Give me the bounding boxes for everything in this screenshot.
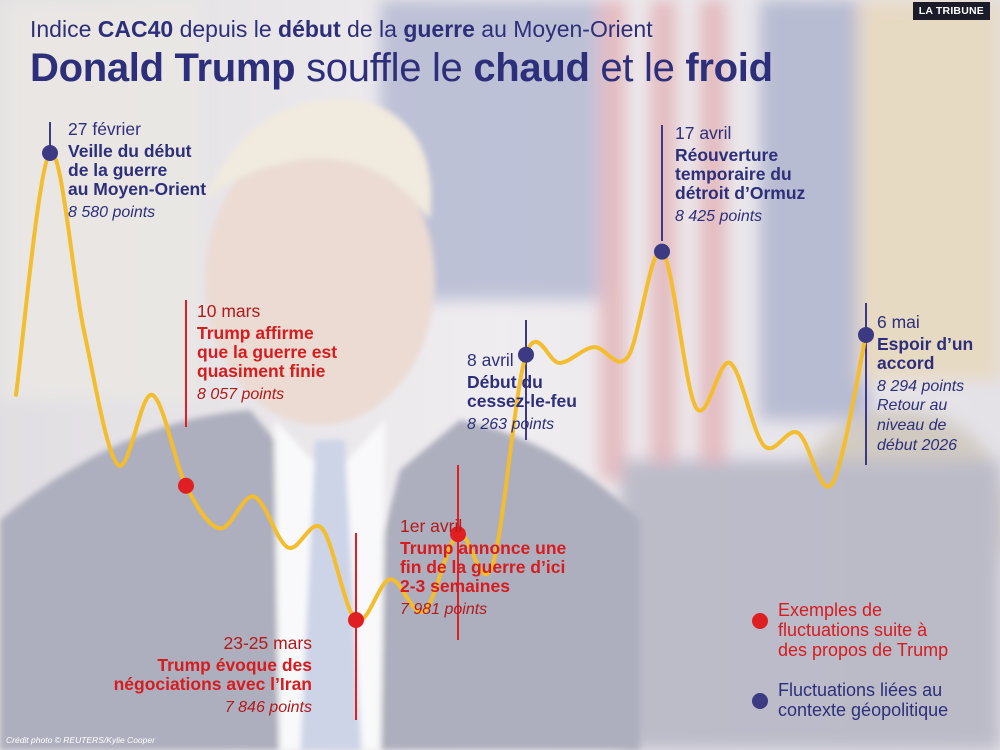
data-point-marker bbox=[518, 346, 534, 363]
annotation-date: 23-25 mars bbox=[223, 633, 312, 653]
chart-subtitle: Indice CAC40 depuis le début de la guerr… bbox=[30, 16, 653, 42]
annotation-label: que la guerre est bbox=[197, 342, 338, 362]
annotation-points: 7 846 points bbox=[224, 699, 312, 716]
chart-title: Donald Trump souffle le chaud et le froi… bbox=[30, 46, 773, 90]
data-point-marker bbox=[450, 526, 466, 543]
legend-item-trump: Exemples de fluctuations suite à des pro… bbox=[752, 600, 948, 660]
annotation-date: 6 mai bbox=[877, 312, 920, 332]
annotation-label: détroit d’Ormuz bbox=[675, 183, 806, 203]
annotation-note: niveau de bbox=[877, 417, 947, 434]
annotation-note: début 2026 bbox=[877, 437, 958, 454]
legend-text: Exemples de fluctuations suite à des pro… bbox=[778, 600, 948, 660]
annotation-label: accord bbox=[877, 353, 935, 373]
data-point-marker bbox=[348, 612, 364, 628]
legend-line: contexte géopolitique bbox=[778, 700, 949, 720]
data-point-marker bbox=[654, 243, 670, 260]
annotation-label: négociations avec l’Iran bbox=[113, 674, 312, 694]
series-line bbox=[14, 150, 868, 623]
annotation-points: 8 425 points bbox=[675, 208, 763, 225]
annotation-points: 8 263 points bbox=[467, 416, 555, 433]
annotation-23-25-mars: 23-25 mars Trump évoque des négociations… bbox=[114, 634, 312, 717]
annotation-label: cessez-le-feu bbox=[467, 391, 577, 411]
legend-text: Fluctuations liées au contexte géopoliti… bbox=[778, 680, 948, 720]
annotation-note: Retour au bbox=[877, 397, 948, 414]
annotation-label: Veille du début bbox=[68, 141, 192, 161]
data-point-marker bbox=[178, 477, 194, 494]
legend-line: Fluctuations liées au bbox=[778, 680, 943, 700]
annotation-label: Trump annonce une bbox=[400, 538, 567, 558]
annotation-points: 8 057 points bbox=[197, 386, 285, 403]
data-point-marker bbox=[858, 326, 874, 343]
annotation-date: 10 mars bbox=[197, 301, 261, 321]
annotation-label: Trump évoque des bbox=[157, 655, 312, 675]
annotation-label: Trump affirme bbox=[197, 323, 314, 343]
annotation-17-avril: 17 avril Réouverture temporaire du détro… bbox=[675, 124, 805, 226]
annotation-10-mars: 10 mars Trump affirme que la guerre est … bbox=[197, 302, 337, 404]
annotation-label: Début du bbox=[467, 372, 543, 392]
annotation-date: 1er avril bbox=[400, 516, 463, 536]
annotation-6-mai: 6 mai Espoir d’un accord 8 294 points Re… bbox=[877, 313, 973, 456]
legend-item-geopolitique: Fluctuations liées au contexte géopoliti… bbox=[752, 680, 948, 720]
annotation-label: fin de la guerre d’ici bbox=[400, 557, 566, 577]
annotation-points: 7 981 points bbox=[400, 601, 488, 618]
brand-logo: LA TRIBUNE bbox=[912, 2, 990, 20]
legend-marker-blue bbox=[752, 693, 768, 709]
legend-marker-red bbox=[752, 613, 768, 629]
annotation-date: 27 février bbox=[68, 119, 141, 139]
legend-line: fluctuations suite à bbox=[778, 620, 928, 640]
legend-line: Exemples de bbox=[778, 600, 883, 620]
annotation-8-avril: 8 avril Début du cessez-le-feu 8 263 poi… bbox=[467, 351, 577, 434]
annotation-label: 2-3 semaines bbox=[400, 576, 510, 596]
annotation-27-fevrier: 27 février Veille du début de la guerre … bbox=[68, 120, 206, 222]
annotation-points: 8 580 points bbox=[68, 204, 156, 221]
annotation-label: temporaire du bbox=[675, 164, 792, 184]
annotation-1er-avril: 1er avril Trump annonce une fin de la gu… bbox=[400, 517, 566, 619]
photo-credit: Crédit photo © REUTERS/Kylie Cooper bbox=[6, 735, 155, 745]
annotation-label: de la guerre bbox=[68, 160, 168, 180]
annotation-label: au Moyen-Orient bbox=[68, 179, 207, 199]
annotation-label: Espoir d’un bbox=[877, 334, 974, 354]
data-point-marker bbox=[42, 145, 58, 161]
legend-line: des propos de Trump bbox=[778, 640, 949, 660]
annotation-points: 8 294 points bbox=[877, 378, 965, 395]
annotation-label: quasiment finie bbox=[197, 361, 326, 381]
annotation-label: Réouverture bbox=[675, 145, 779, 165]
annotation-date: 8 avril bbox=[467, 350, 514, 370]
annotation-date: 17 avril bbox=[675, 123, 732, 143]
